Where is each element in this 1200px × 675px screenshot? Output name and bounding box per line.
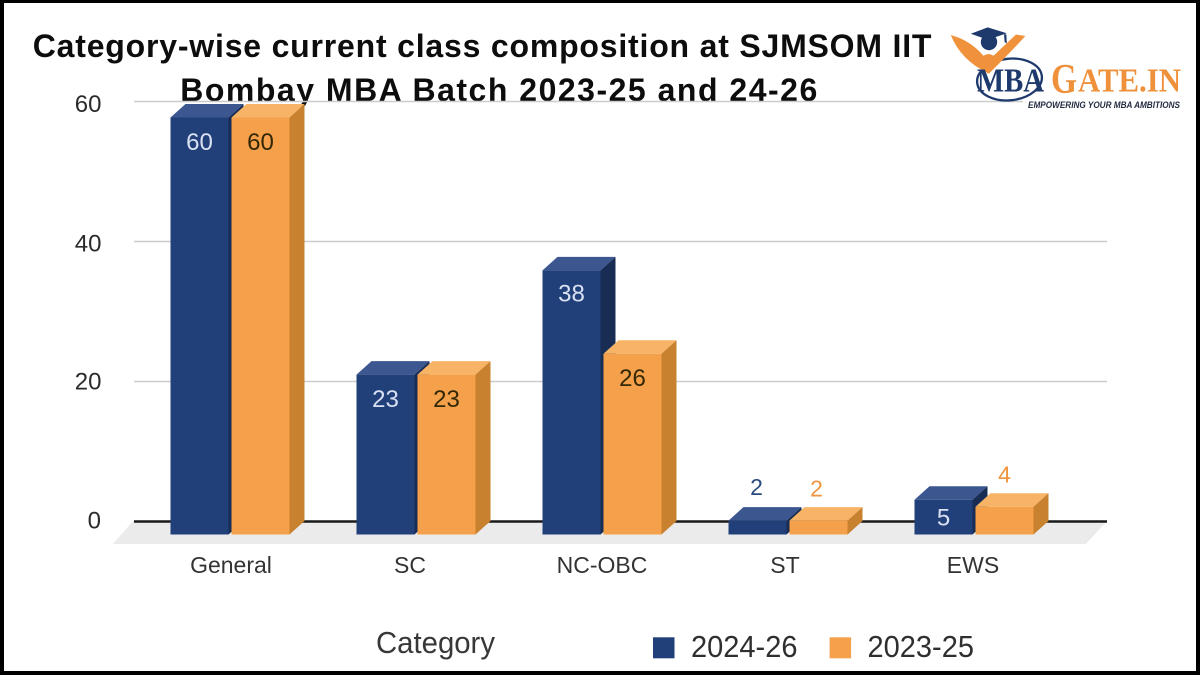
- svg-text:23: 23: [372, 386, 399, 413]
- svg-text:26: 26: [619, 365, 646, 392]
- svg-text:5: 5: [937, 505, 950, 532]
- svg-text:EMPOWERING YOUR MBA AMBITIONS: EMPOWERING YOUR MBA AMBITIONS: [1028, 100, 1180, 110]
- svg-text:General: General: [190, 552, 272, 578]
- svg-text:ATE.IN: ATE.IN: [1078, 63, 1181, 100]
- svg-text:SC: SC: [394, 552, 426, 578]
- svg-text:20: 20: [75, 368, 102, 395]
- svg-text:Category: Category: [376, 625, 495, 660]
- svg-text:60: 60: [186, 129, 213, 156]
- svg-text:ST: ST: [770, 552, 799, 578]
- svg-text:EWS: EWS: [947, 552, 999, 578]
- svg-text:0: 0: [88, 508, 101, 535]
- svg-text:NC-OBC: NC-OBC: [557, 552, 648, 578]
- svg-text:2023-25: 2023-25: [868, 629, 975, 664]
- svg-text:60: 60: [247, 129, 274, 156]
- svg-text:2: 2: [750, 474, 763, 500]
- svg-text:MBA: MBA: [977, 63, 1044, 100]
- svg-text:G: G: [1051, 57, 1077, 103]
- svg-text:4: 4: [998, 462, 1011, 488]
- svg-text:40: 40: [75, 230, 102, 257]
- svg-text:60: 60: [75, 91, 102, 118]
- svg-text:2024-26: 2024-26: [691, 629, 798, 664]
- svg-text:38: 38: [558, 281, 585, 308]
- svg-text:2: 2: [810, 476, 823, 502]
- svg-text:23: 23: [433, 386, 460, 413]
